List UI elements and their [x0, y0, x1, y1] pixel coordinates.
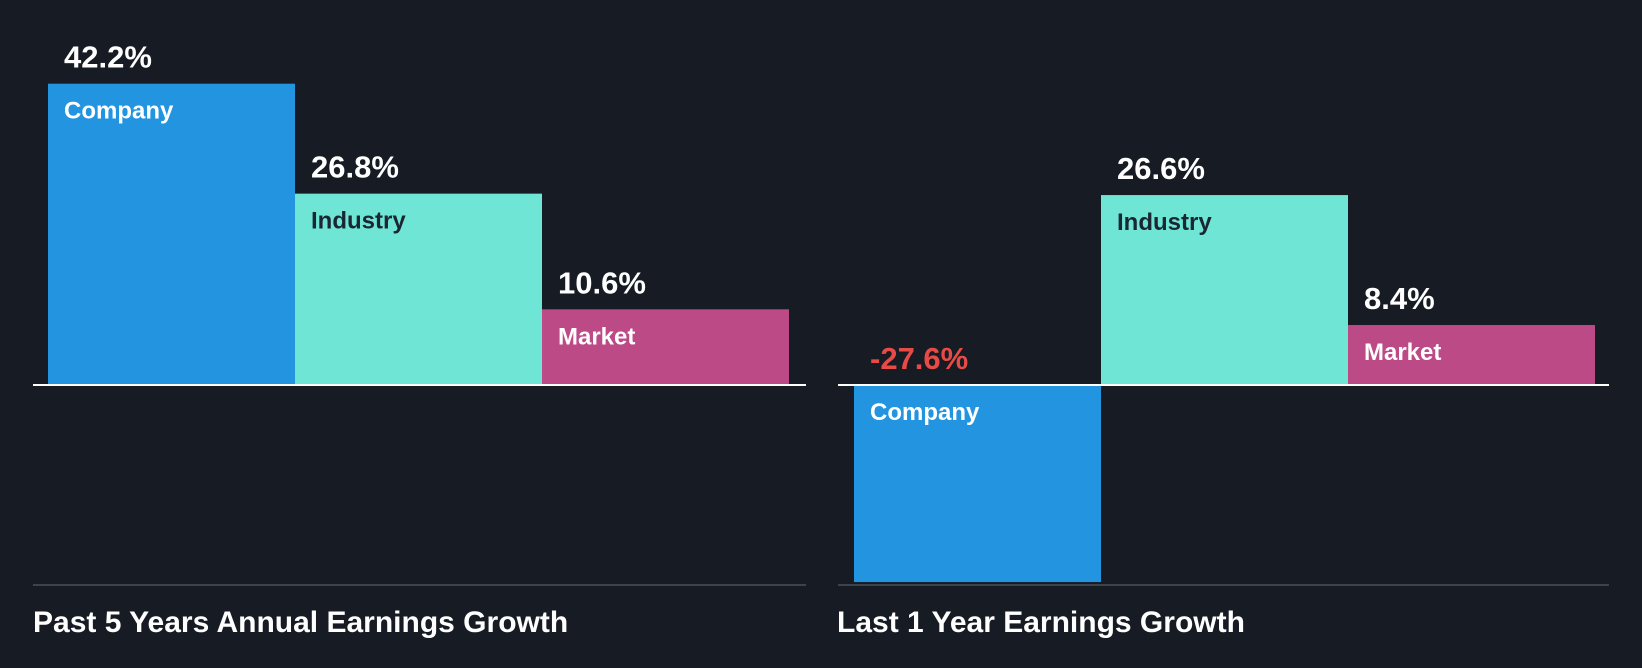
value-label-company-past-5-years: 42.2% — [64, 40, 152, 75]
bar-company-last-1-year — [854, 385, 1101, 583]
bar-label-market-past-5-years: Market — [558, 323, 635, 350]
value-label-industry-last-1-year: 26.6% — [1117, 151, 1205, 186]
bar-market-past-5-years — [542, 309, 789, 385]
bar-label-industry-last-1-year: Industry — [1117, 209, 1212, 236]
bar-market-last-1-year — [1348, 325, 1595, 385]
bar-label-company-last-1-year: Company — [870, 399, 980, 426]
panel-title-past-5-years: Past 5 Years Annual Earnings Growth — [33, 606, 569, 639]
value-label-company-last-1-year: -27.6% — [870, 341, 968, 376]
bar-label-industry-past-5-years: Industry — [311, 208, 406, 235]
bar-label-market-last-1-year: Market — [1364, 339, 1441, 366]
value-label-market-past-5-years: 10.6% — [558, 265, 646, 300]
value-label-market-last-1-year: 8.4% — [1364, 281, 1435, 316]
value-label-industry-past-5-years: 26.8% — [311, 150, 399, 185]
bar-company-past-5-years — [48, 83, 295, 385]
bar-industry-last-1-year — [1101, 195, 1348, 385]
panel-title-last-1-year: Last 1 Year Earnings Growth — [837, 606, 1245, 639]
bar-industry-past-5-years — [295, 193, 542, 385]
bar-label-company-past-5-years: Company — [64, 98, 174, 125]
